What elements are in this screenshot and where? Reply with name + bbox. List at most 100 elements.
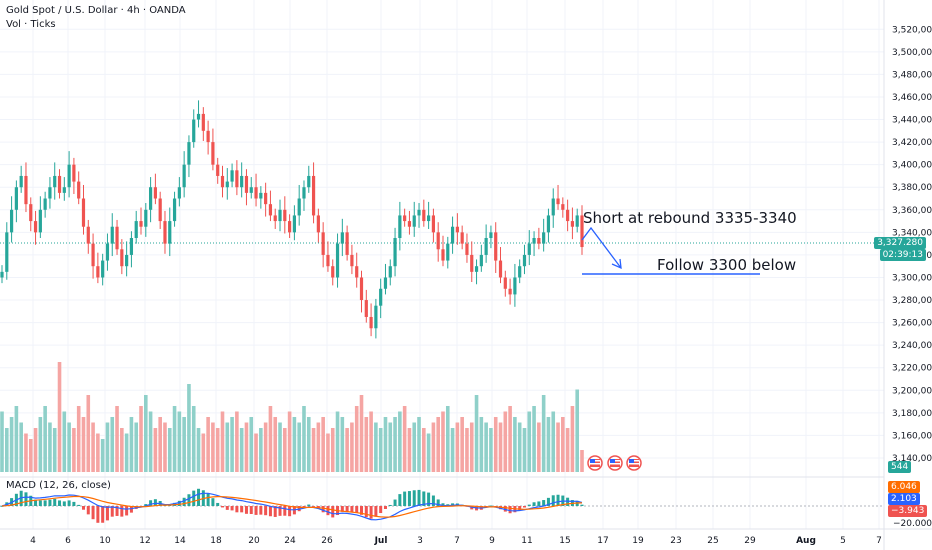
follow-annotation-text[interactable]: Follow 3300 below — [657, 256, 797, 274]
candle-body — [67, 164, 71, 188]
volume-bar — [398, 411, 402, 472]
short-annotation-text[interactable]: Short at rebound 3335-3340 — [583, 209, 797, 227]
time-tick: 23 — [670, 536, 681, 546]
candle-body — [522, 254, 527, 267]
candle-body — [417, 209, 421, 216]
candle-body — [374, 305, 378, 329]
candle-body — [398, 215, 402, 238]
volume-bar — [455, 422, 460, 472]
us-flag-icon[interactable] — [607, 455, 623, 471]
candle-body — [326, 254, 330, 267]
volume-bar — [254, 433, 258, 472]
candle-body — [470, 254, 474, 272]
histogram-value-badge: −3.943 — [888, 505, 928, 517]
price-tick: 3,420,000 — [892, 138, 932, 148]
volume-bar — [532, 406, 536, 472]
volume-bar — [153, 428, 158, 472]
candle-body — [244, 175, 249, 193]
macd-hist-bar — [259, 506, 263, 515]
volume-bar — [417, 417, 421, 472]
macd-hist-bar — [556, 494, 560, 506]
symbol-title[interactable]: Gold Spot / U.S. Dollar · 4h · OANDA — [6, 5, 186, 16]
volume-bar — [450, 428, 455, 472]
volume-bar — [62, 411, 67, 472]
current-price-badge: 3,327.280 — [874, 237, 926, 249]
macd-hist-bar — [527, 504, 531, 506]
volume-bar — [287, 411, 292, 472]
candle-body — [192, 119, 196, 143]
candle-body — [551, 198, 555, 216]
candle-body — [307, 175, 311, 188]
volume-bar — [259, 428, 263, 472]
volume-bar — [359, 395, 364, 472]
macd-hist-bar — [220, 506, 224, 508]
candle-body — [561, 204, 565, 210]
time-tick: 10 — [99, 536, 111, 546]
volume-bar — [537, 422, 541, 472]
candle-body — [163, 221, 167, 244]
volume-bar — [364, 417, 369, 472]
volume-bar — [402, 406, 407, 472]
candle-body — [283, 209, 287, 222]
volume-bar — [388, 422, 393, 472]
macd-hist-bar — [393, 499, 397, 506]
time-tick: 7 — [454, 536, 460, 546]
candle-body — [38, 209, 42, 233]
volume-indicator-label[interactable]: Vol · Ticks — [6, 19, 56, 30]
candle-body — [29, 204, 33, 222]
time-tick: Aug — [796, 536, 816, 546]
candle-body — [407, 221, 412, 227]
volume-bar — [393, 417, 397, 472]
volume-bar — [460, 417, 464, 472]
volume-bar — [167, 428, 172, 472]
candle-body — [72, 164, 76, 182]
volume-bar — [292, 417, 297, 472]
candle-body — [427, 215, 431, 222]
volume-bar — [120, 428, 124, 472]
volume-bar — [86, 395, 91, 472]
price-tick: 3,480,000 — [892, 70, 932, 80]
macd-hist-bar — [312, 506, 316, 507]
volume-bar — [273, 417, 278, 472]
macd-hist-bar — [0, 506, 4, 507]
macd-hist-bar — [206, 493, 210, 506]
us-flag-icon[interactable] — [626, 455, 642, 471]
volume-bar — [72, 428, 76, 472]
macd-indicator-label[interactable]: MACD (12, 26, close) — [6, 480, 111, 491]
time-axis[interactable]: 4 6 10 12 14 18 20 24 26 Jul 3 7 9 11 15 17 19 23 25 29 Aug 5… — [30, 536, 882, 546]
price-tick: 3,360,000 — [892, 206, 932, 216]
candle-body — [77, 181, 81, 199]
volume-bar — [306, 417, 311, 472]
candle-body — [350, 254, 354, 267]
us-flag-icon[interactable] — [587, 455, 603, 471]
short-arrow[interactable] — [581, 226, 622, 269]
price-tick: 3,440,000 — [892, 116, 932, 126]
candle-body — [460, 232, 464, 244]
macd-hist-bar — [546, 497, 550, 506]
volume-bar — [139, 406, 143, 472]
short-arrowhead — [611, 258, 622, 270]
volume-bar — [556, 422, 560, 472]
candle-body — [225, 181, 229, 188]
volume-bar — [575, 389, 580, 472]
candle-body — [321, 232, 325, 255]
time-tick: 19 — [632, 536, 644, 546]
time-tick: 17 — [597, 536, 608, 546]
macd-hist-bar — [38, 500, 42, 506]
volume-bar — [374, 422, 378, 472]
volume-bar — [489, 428, 493, 472]
candle-body — [331, 266, 335, 278]
macd-hist-bar — [235, 506, 239, 513]
macd-hist-bar — [43, 500, 47, 506]
macd-hist-bar — [407, 491, 411, 506]
macd-hist-bar — [187, 494, 191, 506]
candle-body — [201, 113, 205, 131]
volume-bar — [503, 411, 508, 472]
volume-bar — [350, 422, 354, 472]
volume-bar — [278, 422, 282, 472]
volume-bar — [163, 422, 167, 472]
volume-bar — [570, 406, 575, 472]
macd-hist-bar — [240, 506, 244, 513]
volume-bar — [215, 428, 220, 472]
